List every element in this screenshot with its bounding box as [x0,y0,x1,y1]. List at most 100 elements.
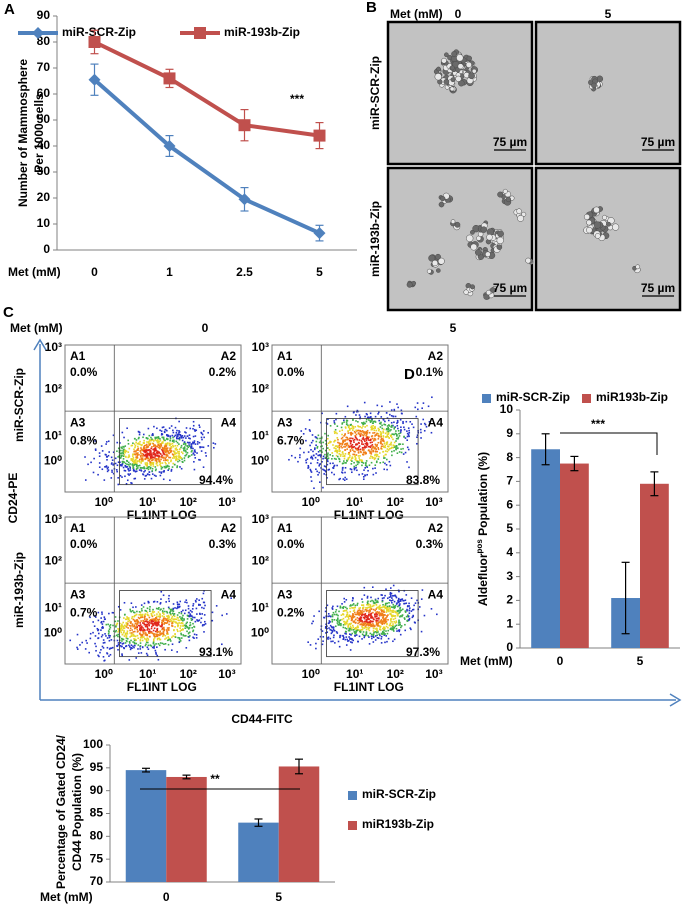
event-dot [191,615,193,617]
event-dot [375,623,378,626]
y-tick-label: 100 [83,737,103,751]
event-dot [310,456,312,459]
event-dot [133,627,136,630]
event-dot [372,467,374,470]
event-dot [202,466,205,468]
event-dot [137,624,140,627]
event-dot [212,442,215,444]
event-dot [169,610,172,612]
event-dot [127,443,130,445]
event-dot [150,439,152,442]
event-dot [383,428,385,431]
event-dot [142,627,144,629]
event-dot [215,605,218,607]
event-dot [344,476,346,479]
event-dot [158,457,160,459]
event-dot [342,638,345,641]
event-dot [123,614,126,616]
event-dot [340,442,342,445]
event-dot [326,477,328,479]
event-dot [168,449,171,451]
event-dot [163,469,165,472]
event-dot [180,446,182,449]
event-dot [171,643,174,646]
y-tick-label: 80 [37,34,51,48]
event-dot [341,618,343,621]
event-dot [354,606,356,609]
event-dot [140,635,143,637]
event-dot [350,617,353,619]
event-dot [344,467,347,469]
event-dot [299,447,302,450]
event-dot [203,601,206,604]
event-dot [152,611,154,614]
event-dot [183,459,186,462]
event-dot [342,624,345,626]
event-dot [390,614,393,617]
event-dot [154,618,157,620]
event-dot [343,637,345,639]
event-dot [372,424,374,427]
event-dot [405,594,408,596]
event-dot [161,615,164,617]
event-dot [374,434,377,436]
event-dot [357,449,359,451]
event-dot [390,613,392,616]
event-dot [406,609,408,612]
event-dot [157,615,160,618]
event-dot [351,604,354,606]
event-dot [387,608,390,610]
event-dot [349,454,351,457]
event-dot [182,634,185,636]
event-dot [136,634,139,637]
event-dot [350,627,352,629]
event-dot [367,437,370,440]
event-dot [117,633,120,636]
event-dot [372,600,375,603]
event-dot [312,620,314,623]
event-dot [139,636,142,639]
event-dot [84,456,86,458]
event-dot [317,434,320,437]
event-dot [359,435,362,437]
event-dot [407,615,410,618]
event-dot [139,467,142,469]
event-dot [355,457,357,460]
event-dot [150,477,153,480]
column-header: 0 [202,321,209,335]
event-dot [149,449,152,452]
event-dot [380,642,383,644]
event-dot [149,439,151,442]
event-dot [381,427,384,430]
event-dot [172,603,175,605]
event-dot [351,599,354,602]
event-dot [189,613,192,615]
event-dot [163,465,166,468]
event-dot [382,461,385,464]
event-dot [350,434,352,436]
event-dot [171,608,173,611]
event-dot [358,607,360,610]
event-dot [186,435,189,438]
event-dot [121,624,123,627]
event-dot [378,633,381,635]
event-dot [156,615,158,618]
event-dot [93,625,96,627]
event-dot [361,628,364,631]
event-dot [347,432,350,434]
event-dot [127,618,130,620]
event-dot [374,425,376,428]
event-dot [143,616,146,619]
event-dot [102,656,105,658]
event-dot [327,615,329,618]
event-dot [179,625,182,627]
event-dot [169,437,172,440]
event-dot [132,453,134,456]
event-dot [408,602,410,605]
event-dot [352,453,354,456]
scale-bar-label: 75 µm [493,135,527,149]
event-dot [148,608,151,611]
event-dot [369,421,372,423]
event-dot [336,451,339,454]
event-dot [172,618,174,621]
